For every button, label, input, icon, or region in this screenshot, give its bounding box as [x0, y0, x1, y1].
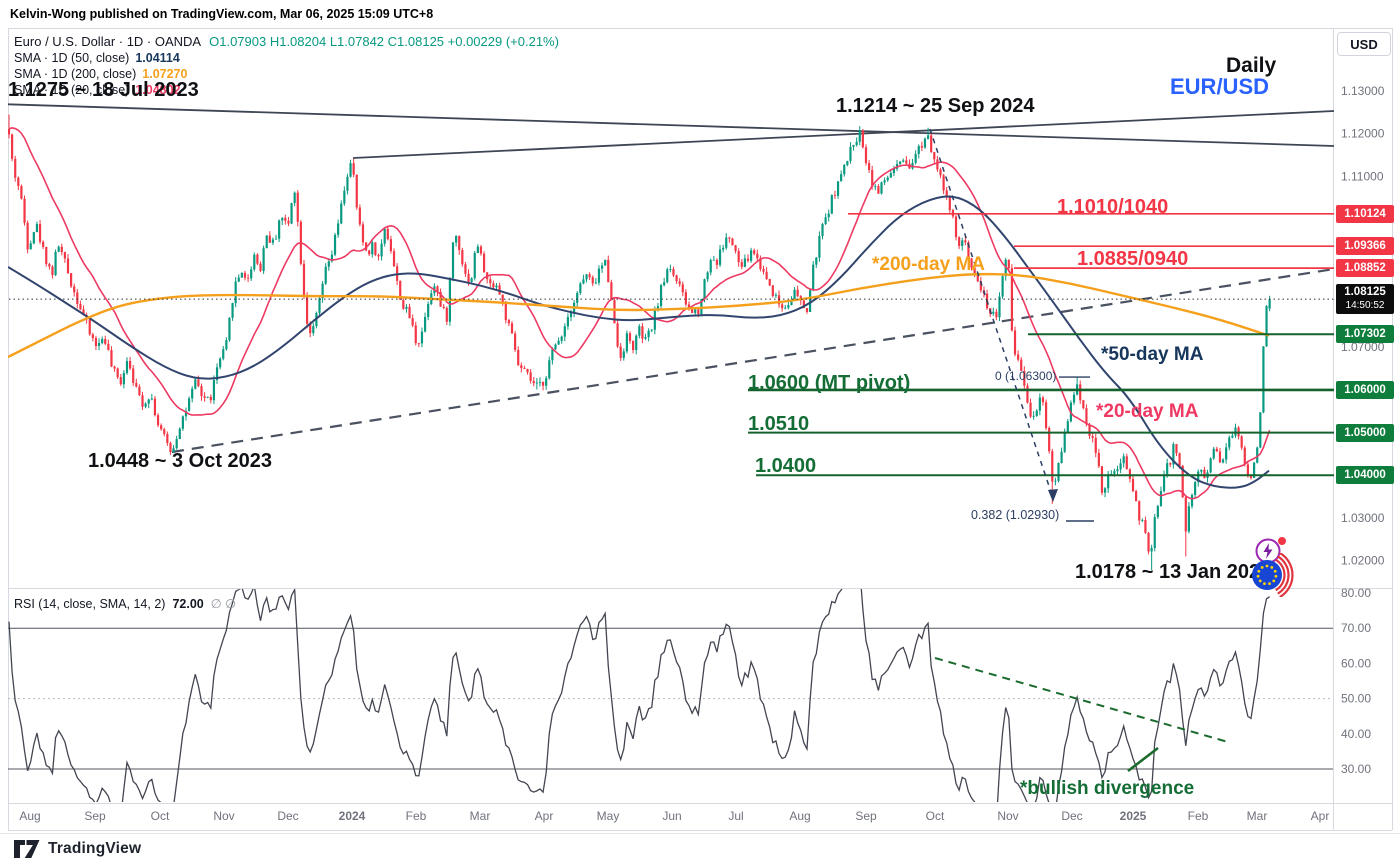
label-resistance-1010: 1.1010/1040	[1057, 196, 1169, 218]
label-timeframe: Daily	[1226, 54, 1277, 77]
axis-badge-1.09366: 1.09366	[1336, 237, 1394, 256]
time-tick-Dec: Dec	[1061, 809, 1082, 823]
rsi-tick-60.00: 60.00	[1341, 656, 1371, 670]
time-tick-Oct: Oct	[926, 809, 945, 823]
axis-badge-1.06000: 1.06000	[1336, 380, 1394, 399]
time-tick-2024: 2024	[339, 809, 366, 823]
rsi-divergence-solid-line	[1127, 746, 1159, 773]
time-tick-Feb: Feb	[1188, 809, 1209, 823]
rsi-legend[interactable]: RSI (14, close, SMA, 14, 2) 72.00 ∅ ∅	[14, 596, 236, 611]
lightning-icon	[1255, 537, 1286, 564]
sma200-value: 1.07270	[142, 67, 188, 81]
rsi-label: RSI (14, close, SMA, 14, 2)	[14, 597, 166, 611]
label-resistance-0885: 1.0885/0940	[1077, 248, 1189, 270]
tradingview-logo-icon[interactable]	[14, 839, 40, 859]
symbol-title: Euro / U.S. Dollar · 1D · OANDA	[14, 34, 202, 49]
price-tick-1.02000: 1.02000	[1341, 554, 1385, 568]
time-tick-2025: 2025	[1120, 809, 1147, 823]
label-support-0510: 1.0510	[748, 413, 810, 435]
time-tick-Jun: Jun	[662, 809, 681, 823]
rsi-empty-glyphs: ∅ ∅	[210, 597, 236, 611]
price-tick-1.11000: 1.11000	[1341, 169, 1384, 183]
time-tick-Apr: Apr	[535, 809, 554, 823]
label-200-day-ma: *200-day MA	[872, 254, 985, 275]
axis-badge-1.05000: 1.05000	[1336, 423, 1394, 442]
time-tick-Aug: Aug	[789, 809, 810, 823]
rsi-divergence-dashed-line	[934, 657, 1229, 743]
sma50-label: SMA · 1D (50, close)	[14, 51, 130, 65]
label-low-jan-2025: 1.0178 ~ 13 Jan 2025	[1075, 561, 1272, 583]
tradingview-brand-text[interactable]: TradingView	[48, 839, 142, 857]
time-tick-Feb: Feb	[406, 809, 427, 823]
price-tick-1.12000: 1.12000	[1341, 127, 1385, 141]
sma20-label: SMA · 1D (20, close)	[14, 83, 130, 97]
time-tick-Oct: Oct	[151, 809, 170, 823]
time-tick-Nov: Nov	[213, 809, 234, 823]
time-tick-Aug: Aug	[19, 809, 40, 823]
sma200-label: SMA · 1D (200, close)	[14, 67, 137, 81]
time-tick-Mar: Mar	[1247, 809, 1268, 823]
legend-sma20-row[interactable]: SMA · 1D (20, close) 1.04802	[14, 82, 559, 98]
axis-badge-1.10124: 1.10124	[1336, 204, 1394, 223]
axis-badge-1.04000: 1.04000	[1336, 466, 1394, 485]
legend-symbol-row[interactable]: Euro / U.S. Dollar · 1D · OANDA O1.07903 …	[14, 33, 559, 50]
time-tick-Nov: Nov	[997, 809, 1018, 823]
price-tick-1.03000: 1.03000	[1341, 511, 1385, 525]
label-fib-382: 0.382 (1.02930)	[971, 508, 1060, 522]
axis-badge-1.07302: 1.07302	[1336, 325, 1394, 344]
price-tick-1.07000: 1.07000	[1341, 340, 1385, 354]
projection-arrowhead	[1048, 489, 1058, 502]
legend-sma50-row[interactable]: SMA · 1D (50, close) 1.04114	[14, 50, 559, 66]
rsi-tick-30.00: 30.00	[1341, 762, 1371, 776]
label-support-0400: 1.0400	[755, 455, 817, 477]
price-tick-1.13000: 1.13000	[1341, 84, 1385, 98]
rsi-tick-40.00: 40.00	[1341, 727, 1371, 741]
time-tick-Jul: Jul	[728, 809, 743, 823]
time-tick-Mar: Mar	[470, 809, 491, 823]
sma200-line	[8, 272, 1270, 359]
rsi-value: 72.00	[172, 597, 204, 611]
rsi-tick-80.00: 80.00	[1341, 586, 1371, 600]
label-high-jul-2023: 1.1275 ~ 18 Jul 2023	[8, 79, 199, 101]
time-tick-May: May	[597, 809, 620, 823]
rsi-tick-50.00: 50.00	[1341, 692, 1371, 706]
ohlc-values: O1.07903 H1.08204 L1.07842 C1.08125 +0.0…	[209, 34, 559, 49]
time-tick-Dec: Dec	[277, 809, 298, 823]
label-20-day-ma: *20-day MA	[1096, 401, 1199, 422]
eu-flag-icon	[1252, 553, 1294, 597]
sma20-line	[8, 127, 1271, 500]
rsi-tick-70.00: 70.00	[1341, 621, 1371, 635]
trendline-rising-line-from-dec-2023	[352, 110, 1335, 159]
sma20-value: 1.04802	[135, 83, 181, 97]
candlestick-series	[8, 114, 1271, 571]
label-bullish-divergence: *bullish divergence	[1020, 778, 1195, 799]
footer-bar: TradingView	[0, 833, 1400, 863]
time-tick-Sep: Sep	[84, 809, 106, 823]
time-tick-Sep: Sep	[855, 809, 877, 823]
axis-badge-1.08852: 1.08852	[1336, 259, 1394, 278]
legend-sma200-row[interactable]: SMA · 1D (200, close) 1.07270	[14, 66, 559, 82]
label-low-oct-2023: 1.0448 ~ 3 Oct 2023	[88, 450, 273, 472]
trendline-resistance-from-jul-2023	[8, 103, 1335, 147]
dashed-projection-line	[929, 128, 1054, 499]
time-tick-Apr: Apr	[1311, 809, 1330, 823]
axis-badge-1.08125: 1.08125 14:50:52	[1336, 284, 1394, 315]
label-mt-pivot: 1.0600 (MT pivot)	[748, 372, 911, 394]
rsi-line	[8, 589, 1270, 802]
sma50-line	[8, 195, 1270, 489]
label-high-sep-2024: 1.1214 ~ 25 Sep 2024	[836, 95, 1035, 117]
currency-button[interactable]: USD	[1337, 32, 1391, 56]
label-fib-zero: 0 (1.06300)	[995, 369, 1057, 383]
publish-watermark: Kelvin-Wong published on TradingView.com…	[10, 7, 434, 21]
chart-legend: Euro / U.S. Dollar · 1D · OANDA O1.07903 …	[14, 33, 559, 98]
label-50-day-ma: *50-day MA	[1101, 344, 1204, 365]
label-pair: EUR/USD	[1170, 74, 1270, 99]
sma50-value: 1.04114	[135, 51, 180, 65]
